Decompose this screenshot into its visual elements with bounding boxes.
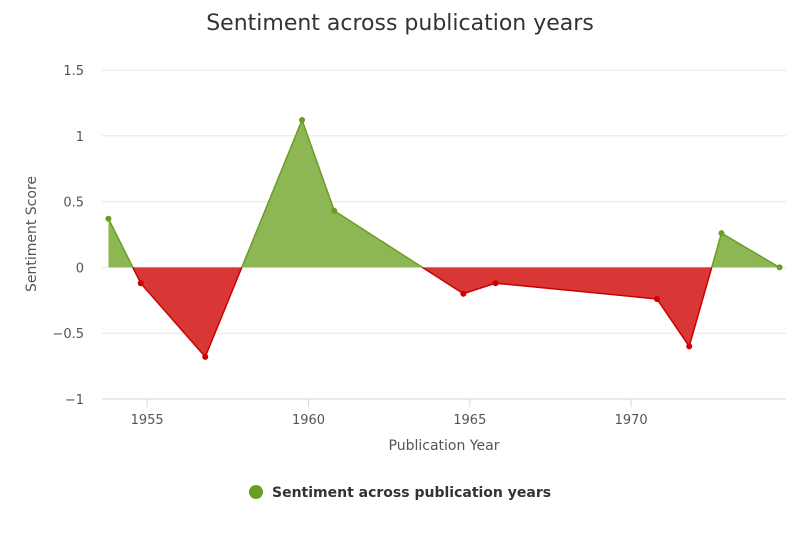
axis-layer: −1 −0.5 0 0.5 1 1.5 1955 1960 1965 1970: [52, 64, 786, 428]
positive-line: [107, 218, 134, 268]
y-tick-label: 1: [76, 130, 84, 145]
data-point[interactable]: [718, 230, 725, 237]
data-point[interactable]: [137, 280, 144, 287]
x-tick-label: 1955: [131, 413, 164, 428]
y-tick-label: 0.5: [63, 196, 84, 211]
legend[interactable]: Sentiment across publication years: [249, 485, 551, 501]
x-axis-title: Publication Year: [389, 438, 500, 454]
y-tick-label: −0.5: [52, 327, 84, 342]
negative-line: [421, 266, 713, 349]
data-point[interactable]: [299, 117, 306, 124]
point-layer: [105, 117, 783, 360]
positive-line: [241, 117, 423, 269]
x-tick-label: 1960: [292, 413, 325, 428]
positive-area: [711, 233, 780, 268]
y-tick-label: −1: [65, 393, 84, 408]
x-tick-label: 1970: [615, 413, 648, 428]
positive-area: [241, 120, 423, 268]
y-tick-label: 1.5: [63, 64, 84, 79]
data-point[interactable]: [492, 280, 499, 287]
y-axis-title: Sentiment Score: [24, 176, 40, 292]
data-point[interactable]: [653, 295, 660, 302]
data-point[interactable]: [331, 207, 338, 214]
chart-title: Sentiment across publication years: [206, 11, 594, 36]
x-tick-label: 1965: [453, 413, 486, 428]
data-point[interactable]: [202, 353, 209, 360]
legend-marker: [249, 485, 263, 499]
legend-label: Sentiment across publication years: [272, 485, 551, 501]
data-point[interactable]: [686, 343, 693, 350]
data-point[interactable]: [776, 264, 783, 271]
y-tick-label: 0: [76, 261, 84, 276]
line-layer: [107, 117, 780, 359]
negative-area: [422, 267, 712, 347]
negative-line: [132, 267, 243, 359]
data-point[interactable]: [105, 215, 112, 222]
area-layer: [108, 120, 780, 357]
negative-area: [132, 267, 242, 357]
data-point[interactable]: [460, 290, 467, 297]
